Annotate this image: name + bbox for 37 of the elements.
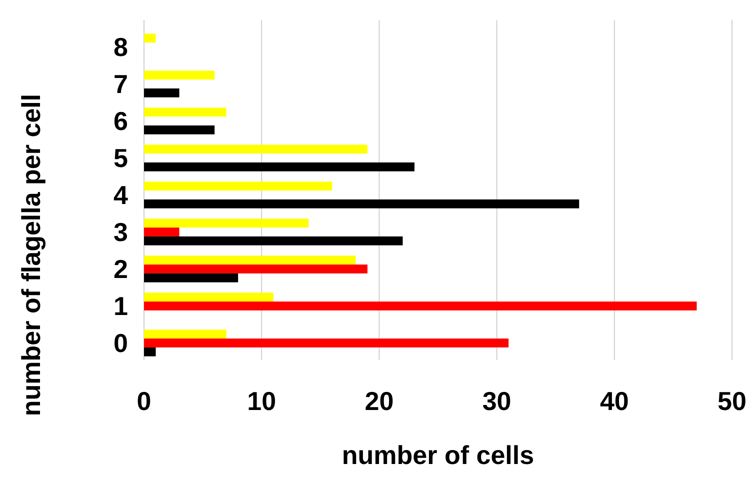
bar bbox=[144, 347, 156, 356]
bar bbox=[144, 264, 368, 274]
x-tick-label: 50 bbox=[718, 386, 746, 416]
bar bbox=[144, 108, 226, 117]
bar bbox=[144, 256, 356, 265]
y-tick-label: 1 bbox=[114, 290, 128, 321]
x-tick-label: 10 bbox=[247, 386, 276, 416]
bar bbox=[144, 70, 215, 80]
bar bbox=[144, 182, 332, 191]
y-tick-label: 7 bbox=[114, 69, 128, 100]
bar bbox=[144, 236, 403, 246]
bar bbox=[144, 228, 180, 236]
y-tick-label: 0 bbox=[114, 328, 128, 358]
bar bbox=[144, 144, 368, 154]
y-tick-label: 6 bbox=[114, 106, 128, 136]
bar bbox=[144, 338, 509, 348]
bar bbox=[144, 302, 697, 310]
x-tick-label: 20 bbox=[364, 386, 394, 416]
y-tick-label: 4 bbox=[114, 180, 129, 210]
bar bbox=[144, 218, 309, 228]
bar bbox=[144, 330, 226, 339]
y-axis-title: number of flagella per cell bbox=[16, 94, 46, 416]
y-tick-label: 2 bbox=[114, 254, 128, 284]
y-tick-label: 5 bbox=[114, 143, 128, 174]
bar bbox=[144, 162, 414, 172]
y-tick-label: 8 bbox=[114, 32, 128, 62]
x-tick-label: 30 bbox=[482, 386, 512, 416]
bar bbox=[144, 273, 238, 282]
x-axis-title: number of cells bbox=[342, 440, 534, 470]
bar bbox=[144, 125, 215, 134]
x-tick-label: 0 bbox=[136, 386, 152, 416]
bar bbox=[144, 199, 580, 208]
bar bbox=[144, 88, 180, 98]
bar bbox=[144, 292, 274, 302]
y-tick-label: 3 bbox=[114, 216, 128, 247]
bar bbox=[144, 34, 156, 43]
x-tick-label: 40 bbox=[600, 386, 629, 416]
